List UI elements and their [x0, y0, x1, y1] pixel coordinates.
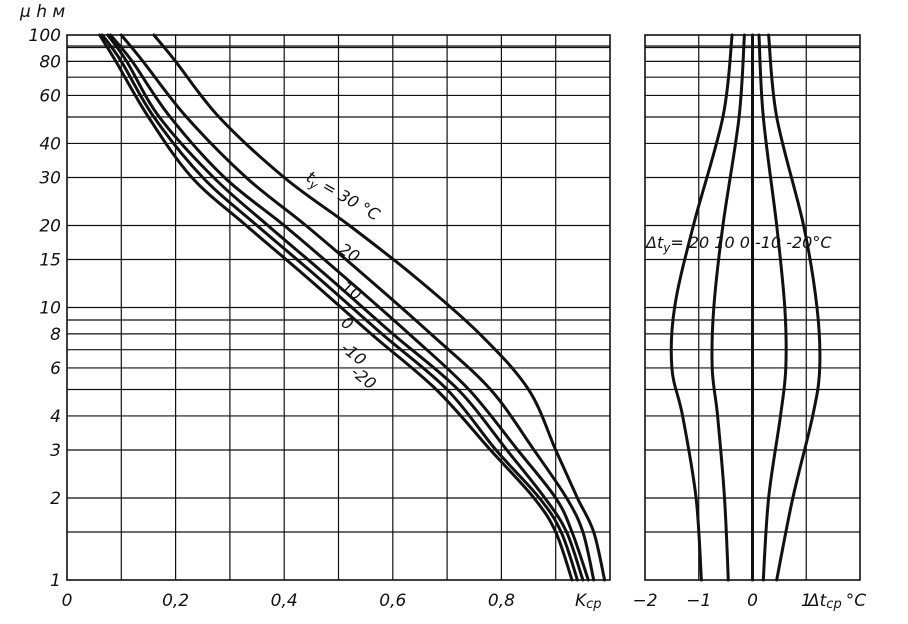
left-y-tick-label: 30: [39, 168, 61, 188]
left-x-tick-label: 0,6: [379, 591, 406, 611]
right-x-tick-label: 0: [747, 591, 758, 611]
right-curve-20: [669, 33, 734, 582]
right-x-axis-title: Δtср °C: [806, 591, 866, 612]
left-x-tick-labels: 0 0,2 0,4 0,6 0,8: [62, 591, 516, 611]
left-y-tick-label: 40: [39, 134, 61, 154]
left-y-tick-label: 60: [39, 86, 61, 106]
left-y-tick-label: 3: [50, 441, 61, 461]
left-x-tick-label: 0,2: [162, 591, 189, 611]
left-curve-20: [119, 33, 596, 582]
left-curve-label: 0: [338, 313, 357, 334]
right-x-tick-label: −1: [686, 591, 711, 611]
left-y-tick-label: 100: [29, 26, 61, 46]
right-panel: −2 −1 0 1 Δtу= 20 10 0 -10 -20°C Δtср °C: [632, 33, 866, 612]
left-curve-label: tу = 30 °C: [302, 167, 384, 227]
left-y-tick-label: 20: [39, 216, 61, 236]
right-x-tick-label: −2: [632, 591, 657, 611]
left-x-tick-label: 0,8: [488, 591, 515, 611]
left-curve-30C: [152, 33, 607, 582]
left-x-axis-title: Kср: [575, 591, 602, 612]
left-curve-10: [108, 33, 590, 582]
left-curves: [98, 33, 607, 582]
right-series-label: Δtу= 20 10 0 -10 -20°C: [644, 233, 832, 255]
left-y-tick-label: 8: [50, 325, 61, 345]
right-curve-10: [710, 33, 746, 582]
left-y-tick-labels: 1 2 3 4 6 8 10 15 20 30 40 60 80 100: [29, 26, 62, 591]
left-y-tick-label: 80: [39, 52, 61, 72]
left-x-tick-label: 0,4: [271, 591, 298, 611]
left-y-tick-label: 6: [50, 359, 61, 379]
right-curves: [669, 33, 822, 582]
right-x-tick-labels: −2 −1 0 1: [632, 591, 811, 611]
left-y-axis-title: μ h м: [19, 2, 65, 22]
right-curve--10: [757, 33, 788, 582]
left-curve-label: -20: [348, 362, 380, 393]
left-curve-label: 20: [336, 239, 363, 266]
right-x-tick-label: 1: [801, 591, 812, 611]
left-y-tick-label: 2: [50, 489, 61, 509]
left-curve--10: [100, 33, 579, 582]
left-curve-0: [106, 33, 585, 582]
left-y-tick-label: 1: [50, 571, 61, 591]
left-x-tick-label: 0: [62, 591, 73, 611]
left-curve--20: [98, 33, 574, 582]
left-y-tick-label: 4: [50, 407, 61, 427]
left-y-tick-label: 15: [39, 251, 61, 271]
left-y-tick-label: 10: [39, 299, 61, 319]
left-curve-label: -10: [338, 338, 370, 369]
right-curve--20: [767, 33, 822, 582]
left-panel: 1 2 3 4 6 8 10 15 20 30 40 60 80 100 0 0,2 0,4 0,6 0,8 tу…: [19, 2, 611, 612]
